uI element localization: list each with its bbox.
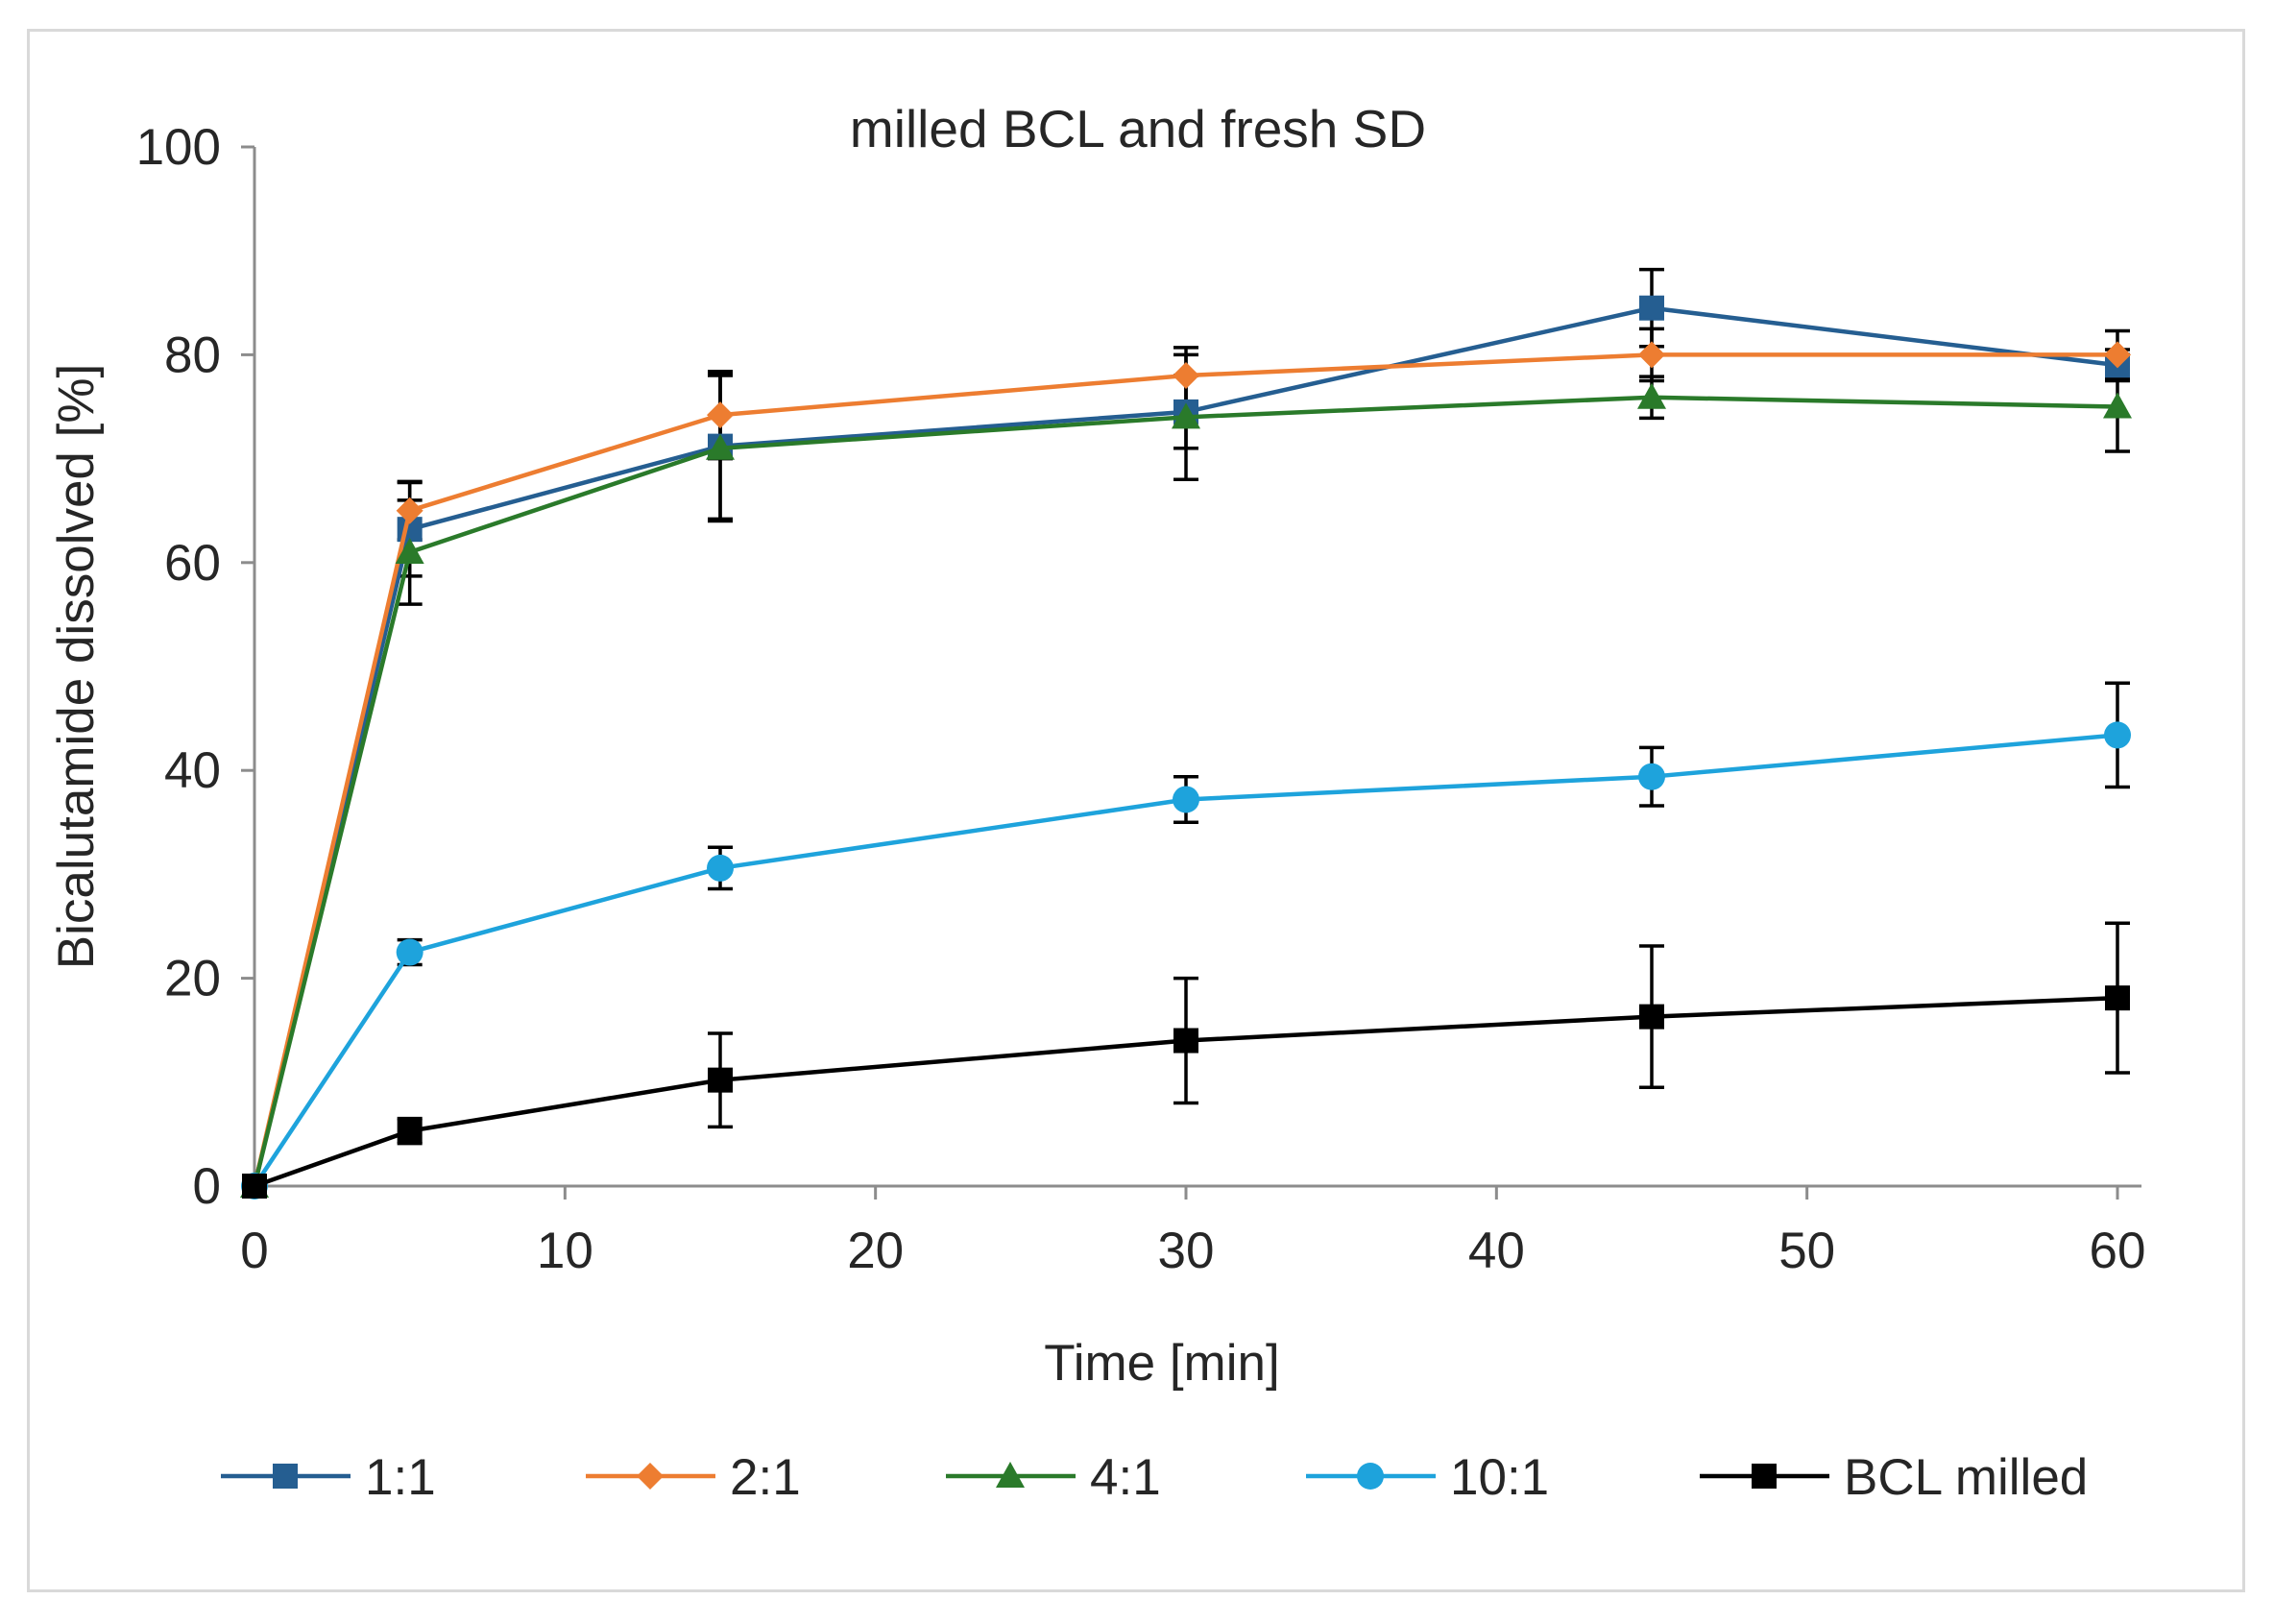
data-point bbox=[2104, 341, 2131, 369]
legend-label: 10:1 bbox=[1450, 1449, 1549, 1506]
legend-item: 4:1 bbox=[946, 1449, 1161, 1506]
series-bcl-milled bbox=[242, 985, 2130, 1199]
legend-label: BCL milled bbox=[1844, 1449, 2088, 1506]
legend-label: 1:1 bbox=[365, 1449, 436, 1506]
legend-item: 1:1 bbox=[221, 1449, 436, 1506]
y-tick-label: 80 bbox=[164, 327, 221, 383]
data-point bbox=[1638, 763, 1665, 790]
legend-marker bbox=[637, 1463, 664, 1490]
data-point bbox=[1173, 362, 1199, 390]
data-point bbox=[395, 537, 424, 564]
y-tick-label: 100 bbox=[136, 119, 221, 176]
legend: 1:1 2:1 4:1 10:1 BCL milled bbox=[221, 1449, 2088, 1506]
series-line bbox=[252, 305, 2118, 1187]
legend-marker bbox=[996, 1462, 1025, 1488]
data-point bbox=[2103, 392, 2132, 419]
series-line bbox=[254, 995, 2118, 1189]
data-point bbox=[1637, 382, 1666, 409]
data-point bbox=[1173, 1028, 1198, 1054]
x-tick-label: 10 bbox=[537, 1223, 593, 1279]
x-tick-label: 50 bbox=[1778, 1223, 1835, 1279]
x-tick-label: 40 bbox=[1468, 1223, 1525, 1279]
data-point bbox=[2105, 985, 2130, 1011]
data-point bbox=[708, 1067, 733, 1093]
x-tick-label: 30 bbox=[1158, 1223, 1215, 1279]
data-point bbox=[1173, 786, 1199, 813]
data-point bbox=[707, 401, 734, 429]
legend-label: 2:1 bbox=[730, 1449, 801, 1506]
y-axis-title: Bicalutamide dissolved [%] bbox=[48, 364, 105, 969]
data-point bbox=[1639, 295, 1664, 321]
x-axis-title: Time [min] bbox=[1044, 1335, 1279, 1392]
data-point bbox=[707, 854, 734, 882]
series-10-1 bbox=[241, 721, 2131, 1200]
data-point bbox=[2104, 721, 2131, 749]
legend-marker bbox=[273, 1464, 298, 1489]
legend-marker bbox=[1357, 1463, 1384, 1490]
y-tick-label: 20 bbox=[164, 951, 221, 1007]
series-line bbox=[252, 395, 2118, 1187]
data-point bbox=[1638, 341, 1665, 369]
data-point bbox=[242, 1174, 267, 1199]
legend-item: 2:1 bbox=[586, 1449, 801, 1506]
x-tick-label: 60 bbox=[2090, 1223, 2146, 1279]
x-tick-label: 20 bbox=[847, 1223, 904, 1279]
data-point bbox=[397, 1118, 423, 1144]
series-layer bbox=[240, 295, 2132, 1200]
axes: 0 20 40 60 80 100 0 10 20 30 40 50 60 bbox=[136, 119, 2146, 1279]
y-tick-label: 60 bbox=[164, 535, 221, 592]
x-tick-label: 0 bbox=[240, 1223, 268, 1279]
legend-item: 10:1 bbox=[1306, 1449, 1549, 1506]
data-point bbox=[706, 433, 735, 460]
y-tick-label: 0 bbox=[193, 1158, 221, 1215]
series-line bbox=[252, 352, 2117, 1187]
legend-item: BCL milled bbox=[1700, 1449, 2088, 1506]
chart-title: milled BCL and fresh SD bbox=[850, 99, 1426, 158]
chart-frame bbox=[27, 29, 2245, 1592]
data-point bbox=[396, 497, 423, 524]
data-point bbox=[1639, 1004, 1664, 1030]
y-tick-label: 40 bbox=[164, 742, 221, 799]
legend-marker bbox=[1752, 1464, 1777, 1489]
data-point bbox=[396, 938, 423, 966]
legend-label: 4:1 bbox=[1090, 1449, 1161, 1506]
data-point bbox=[1172, 402, 1200, 429]
series-line bbox=[253, 733, 2118, 1188]
